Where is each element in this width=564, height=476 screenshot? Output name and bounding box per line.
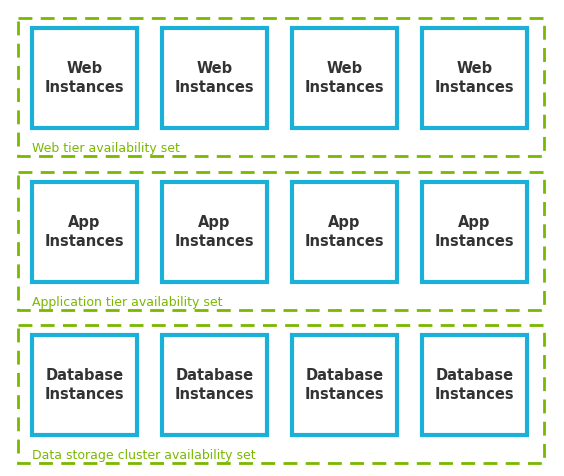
- Text: Web
Instances: Web Instances: [305, 60, 384, 95]
- Text: App
Instances: App Instances: [435, 215, 514, 249]
- Bar: [292, 335, 397, 435]
- Text: Web
Instances: Web Instances: [435, 60, 514, 95]
- Bar: [18, 18, 544, 156]
- Bar: [32, 28, 137, 128]
- Bar: [422, 335, 527, 435]
- Bar: [162, 28, 267, 128]
- Bar: [162, 335, 267, 435]
- Text: Database
Instances: Database Instances: [435, 367, 514, 402]
- Bar: [18, 325, 544, 463]
- Bar: [32, 335, 137, 435]
- Bar: [422, 28, 527, 128]
- Bar: [292, 182, 397, 282]
- Bar: [18, 172, 544, 310]
- Text: Web
Instances: Web Instances: [45, 60, 124, 95]
- Text: Web
Instances: Web Instances: [175, 60, 254, 95]
- Text: Database
Instances: Database Instances: [305, 367, 384, 402]
- Text: Web tier availability set: Web tier availability set: [32, 142, 180, 155]
- Bar: [32, 182, 137, 282]
- Bar: [162, 182, 267, 282]
- Text: App
Instances: App Instances: [305, 215, 384, 249]
- Text: Application tier availability set: Application tier availability set: [32, 296, 223, 309]
- Text: Database
Instances: Database Instances: [175, 367, 254, 402]
- Text: Data storage cluster availability set: Data storage cluster availability set: [32, 449, 255, 462]
- Text: Database
Instances: Database Instances: [45, 367, 124, 402]
- Bar: [422, 182, 527, 282]
- Text: App
Instances: App Instances: [175, 215, 254, 249]
- Bar: [292, 28, 397, 128]
- Text: App
Instances: App Instances: [45, 215, 124, 249]
